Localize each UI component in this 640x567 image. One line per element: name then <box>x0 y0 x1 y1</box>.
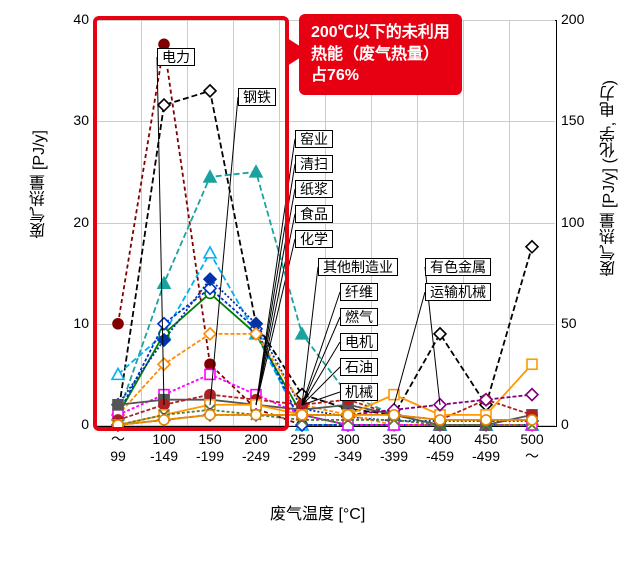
callout-box: 200℃以下的未利用 热能（废气热量） 占76% <box>299 14 462 95</box>
legend-box: 运输机械 <box>425 283 491 301</box>
legend-box: 窑业 <box>295 130 333 148</box>
y-right-tick: 100 <box>561 214 584 230</box>
callout-text: 200℃以下的未利用 热能（废气热量） 占76% <box>311 24 450 84</box>
legend-box: 其他制造业 <box>318 258 398 276</box>
y-left-tick: 10 <box>73 315 89 331</box>
legend-box: 清扫 <box>295 155 333 173</box>
legend-box: 石油 <box>340 358 378 376</box>
legend-box: 食品 <box>295 205 333 223</box>
legend-box: 电机 <box>340 333 378 351</box>
legend-box: 纸浆 <box>295 180 333 198</box>
legend-box: 纤维 <box>340 283 378 301</box>
legend-box: 机械 <box>340 383 378 401</box>
x-tick: 500～ <box>505 431 559 465</box>
y-left-tick: 20 <box>73 214 89 230</box>
y-right-tick: 50 <box>561 315 577 331</box>
y-left-label: 废气热量 [PJ/y] <box>28 130 52 238</box>
x-label: 废气温度 [°C] <box>270 500 365 524</box>
legend-box: 燃气 <box>340 308 378 326</box>
y-left-tick: 40 <box>73 11 89 27</box>
legend-box: 钢铁 <box>238 88 276 106</box>
legend-box: 电力 <box>157 48 195 66</box>
y-left-tick: 0 <box>81 416 89 432</box>
y-right-tick: 150 <box>561 112 584 128</box>
legend-box: 有色金属 <box>425 258 491 276</box>
y-right-tick: 0 <box>561 416 569 432</box>
y-right-tick: 200 <box>561 11 584 27</box>
y-left-tick: 30 <box>73 112 89 128</box>
y-right-label: 废气热量 [PJ/y] (化学, 电力) <box>598 80 622 276</box>
legend-box: 化学 <box>295 230 333 248</box>
